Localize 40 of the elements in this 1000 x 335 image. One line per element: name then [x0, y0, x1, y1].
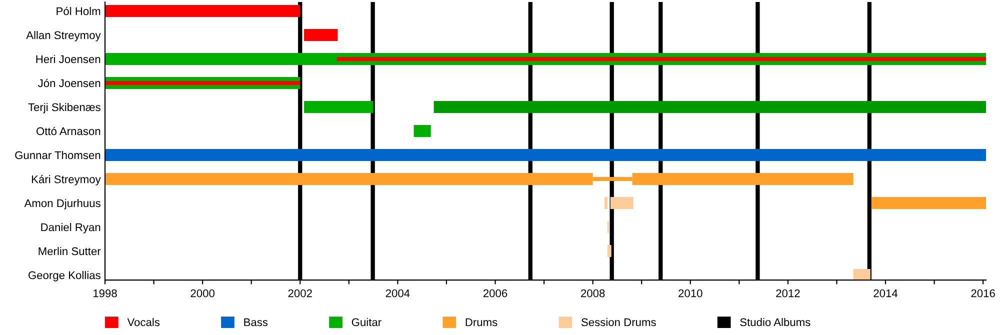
bar	[105, 149, 986, 162]
bar	[414, 125, 431, 138]
legend-label: Guitar	[352, 318, 382, 326]
legend-label: Studio Albums	[740, 318, 810, 326]
y-tick-label: Pól Holm	[56, 6, 100, 16]
bar	[105, 81, 300, 86]
x-tick-label: 1998	[93, 289, 117, 298]
y-tick-label: Gunnar Thomsen	[15, 150, 100, 160]
bar	[604, 197, 608, 210]
y-tick-label: Terji Skibenæs	[28, 102, 100, 114]
x-tick-label: 2014	[874, 289, 898, 298]
legend-label: Session Drums	[581, 318, 656, 326]
y-tick-label: Ottó Arnason	[36, 126, 100, 136]
legend-label: Vocals	[127, 318, 160, 326]
y-tick-label: Jón Joensen	[38, 78, 100, 88]
bar	[853, 269, 870, 280]
y-tick-label: Heri Joensen	[36, 54, 100, 64]
x-tick-label: 2016	[971, 289, 995, 298]
y-tick-label: George Kollias	[28, 270, 100, 282]
bar	[105, 5, 300, 18]
x-tick-label: 2000	[190, 289, 214, 298]
legend-label: Drums	[466, 318, 498, 326]
y-tick-label: Kári Streymoy	[32, 174, 101, 186]
x-tick-label: 2002	[288, 289, 312, 298]
bar	[607, 245, 612, 258]
bar	[304, 29, 338, 42]
x-tick-label: 2012	[776, 289, 800, 298]
x-tick-label: 2008	[581, 289, 605, 298]
x-tick-label: 2004	[386, 289, 410, 298]
y-tick-label: Amon Djurhuus	[24, 198, 100, 210]
y-tick-label: Merlin Sutter	[38, 246, 101, 256]
legend-label: Bass	[244, 318, 268, 326]
y-tick-label: Daniel Ryan	[41, 222, 100, 234]
bar	[871, 197, 986, 210]
y-tick-label: Allan Streymoy	[26, 30, 101, 42]
x-tick-label: 2010	[678, 289, 702, 298]
bar	[336, 57, 986, 62]
x-tick-label: 2006	[483, 289, 508, 298]
bar	[610, 197, 634, 210]
bar	[304, 101, 374, 114]
